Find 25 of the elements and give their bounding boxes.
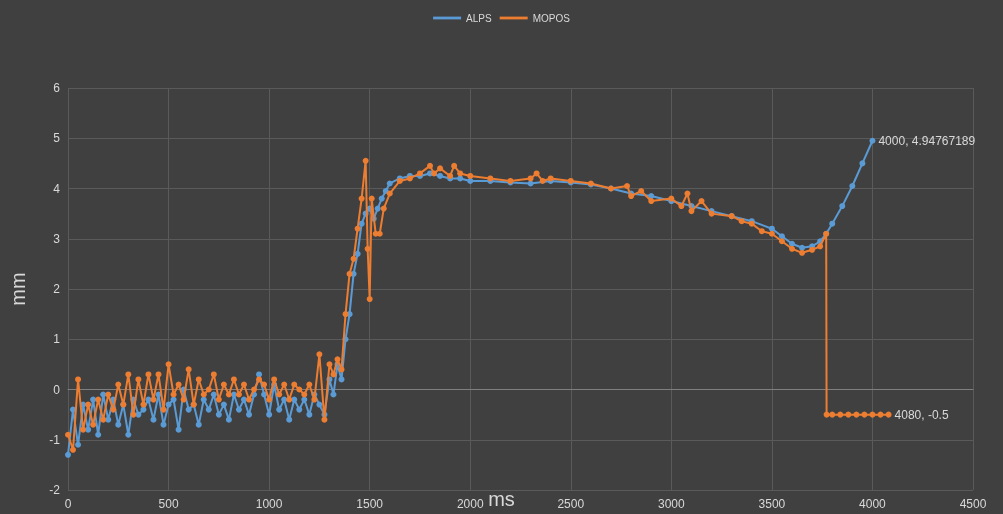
y-tick-label: 0: [53, 382, 61, 397]
y-axis-title: mm: [7, 272, 29, 306]
y-tick-label: -1: [49, 432, 61, 447]
legend-label: ALPS: [466, 12, 492, 24]
x-tick-label: 4000: [859, 497, 887, 511]
y-tick-label: 3: [53, 231, 61, 246]
x-tick-label: 2000: [456, 497, 484, 511]
x-axis-title: ms: [488, 488, 515, 510]
x-tick-label: 2500: [557, 497, 585, 511]
y-tick-label: 1: [53, 332, 61, 347]
annotation: 4000, 4.94767189: [878, 133, 976, 148]
x-tick-label: 1500: [356, 497, 384, 511]
x-tick-label: 0: [64, 497, 72, 511]
y-tick-label: 4: [53, 181, 61, 196]
x-tick-label: 500: [158, 497, 179, 511]
y-tick-label: -2: [49, 483, 61, 497]
x-tick-label: 3500: [758, 497, 786, 511]
annotation: 4080, -0.5: [894, 407, 949, 422]
y-tick-label: 6: [53, 81, 61, 95]
x-tick-label: 3000: [657, 497, 685, 511]
y-tick-label: 2: [53, 282, 61, 296]
x-tick-label: 4500: [959, 497, 987, 511]
legend-label: MOPOS: [532, 12, 571, 24]
x-tick-label: 1000: [255, 497, 283, 511]
y-tick-label: 5: [53, 131, 61, 146]
